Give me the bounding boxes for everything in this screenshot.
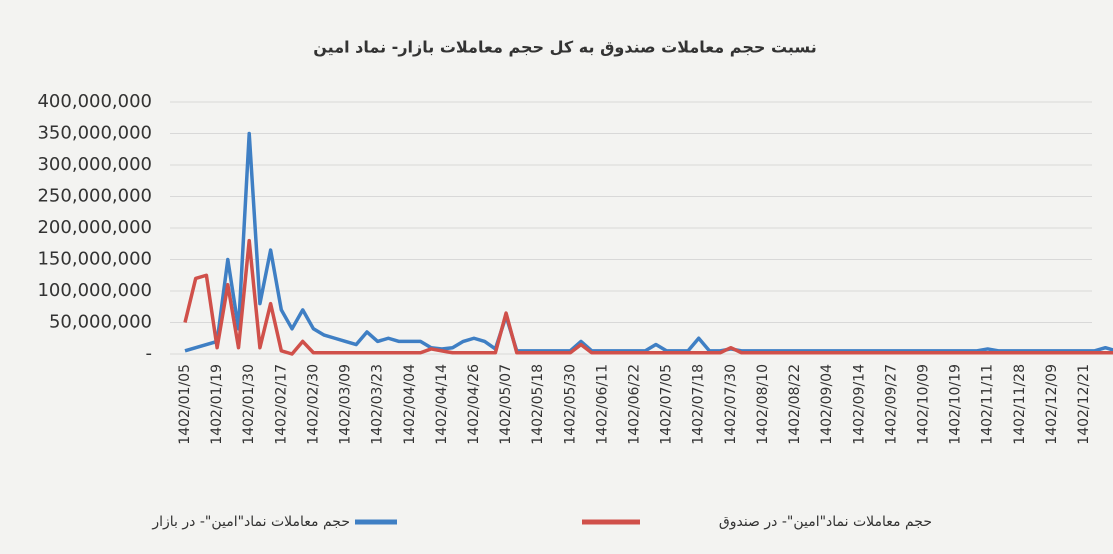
x-tick-label: 1402/04/04 — [402, 364, 418, 445]
legend-label: حجم معاملات نماد"امین"- در صندوق — [719, 514, 932, 530]
x-tick-label: 1402/07/05 — [659, 364, 675, 445]
x-tick-label: 1402/05/18 — [530, 364, 546, 445]
chart-title: نسبت حجم معاملات صندوق به کل حجم معاملات… — [313, 38, 816, 57]
x-tick-label: 1402/08/22 — [787, 364, 803, 445]
x-tick-label: 1402/12/09 — [1044, 364, 1060, 445]
series-line — [184, 131, 1113, 353]
x-tick-label: 1402/09/04 — [819, 364, 835, 445]
y-tick-label: 150,000,000 — [37, 249, 152, 270]
x-tick-label: 1402/03/23 — [370, 364, 386, 445]
x-tick-label: 1402/10/09 — [915, 364, 931, 445]
x-tick-label: 1402/11/11 — [980, 364, 996, 445]
x-tick-label: 1402/04/26 — [466, 364, 482, 445]
y-tick-label: 250,000,000 — [37, 186, 152, 207]
x-tick-label: 1402/01/30 — [241, 364, 257, 445]
x-tick-label: 1402/08/10 — [755, 364, 771, 445]
y-tick-label: - — [146, 343, 153, 364]
x-tick-label: 1402/01/05 — [177, 364, 193, 445]
x-tick-label: 1402/03/09 — [338, 364, 354, 445]
x-tick-label: 1402/11/28 — [1012, 364, 1028, 445]
x-tick-label: 1402/07/18 — [691, 364, 707, 445]
x-tick-label: 1402/12/21 — [1076, 364, 1092, 445]
y-tick-label: 400,000,000 — [37, 91, 152, 112]
x-tick-label: 1402/05/30 — [562, 364, 578, 445]
x-tick-label: 1402/09/27 — [883, 364, 899, 445]
y-tick-label: 300,000,000 — [37, 154, 152, 175]
legend-label: حجم معاملات نماد"امین"- در بازار — [151, 514, 350, 530]
x-tick-label: 1402/07/30 — [723, 364, 739, 445]
x-tick-label: 1402/06/11 — [594, 364, 610, 445]
x-tick-label: 1402/06/22 — [627, 364, 643, 445]
y-tick-label: 350,000,000 — [37, 123, 152, 144]
series-line — [183, 238, 1113, 356]
x-tick-label: 1402/01/19 — [209, 364, 225, 445]
y-tick-label: 200,000,000 — [37, 217, 152, 238]
x-tick-label: 1402/04/14 — [434, 364, 450, 445]
x-tick-label: 1402/02/17 — [273, 364, 289, 445]
y-tick-label: 100,000,000 — [37, 280, 152, 301]
x-tick-label: 1402/09/14 — [851, 364, 867, 445]
x-tick-label: 1402/10/19 — [948, 364, 964, 445]
x-tick-label: 1402/05/07 — [498, 364, 514, 445]
y-tick-label: 50,000,000 — [49, 312, 152, 333]
x-tick-label: 1402/02/30 — [305, 364, 321, 445]
